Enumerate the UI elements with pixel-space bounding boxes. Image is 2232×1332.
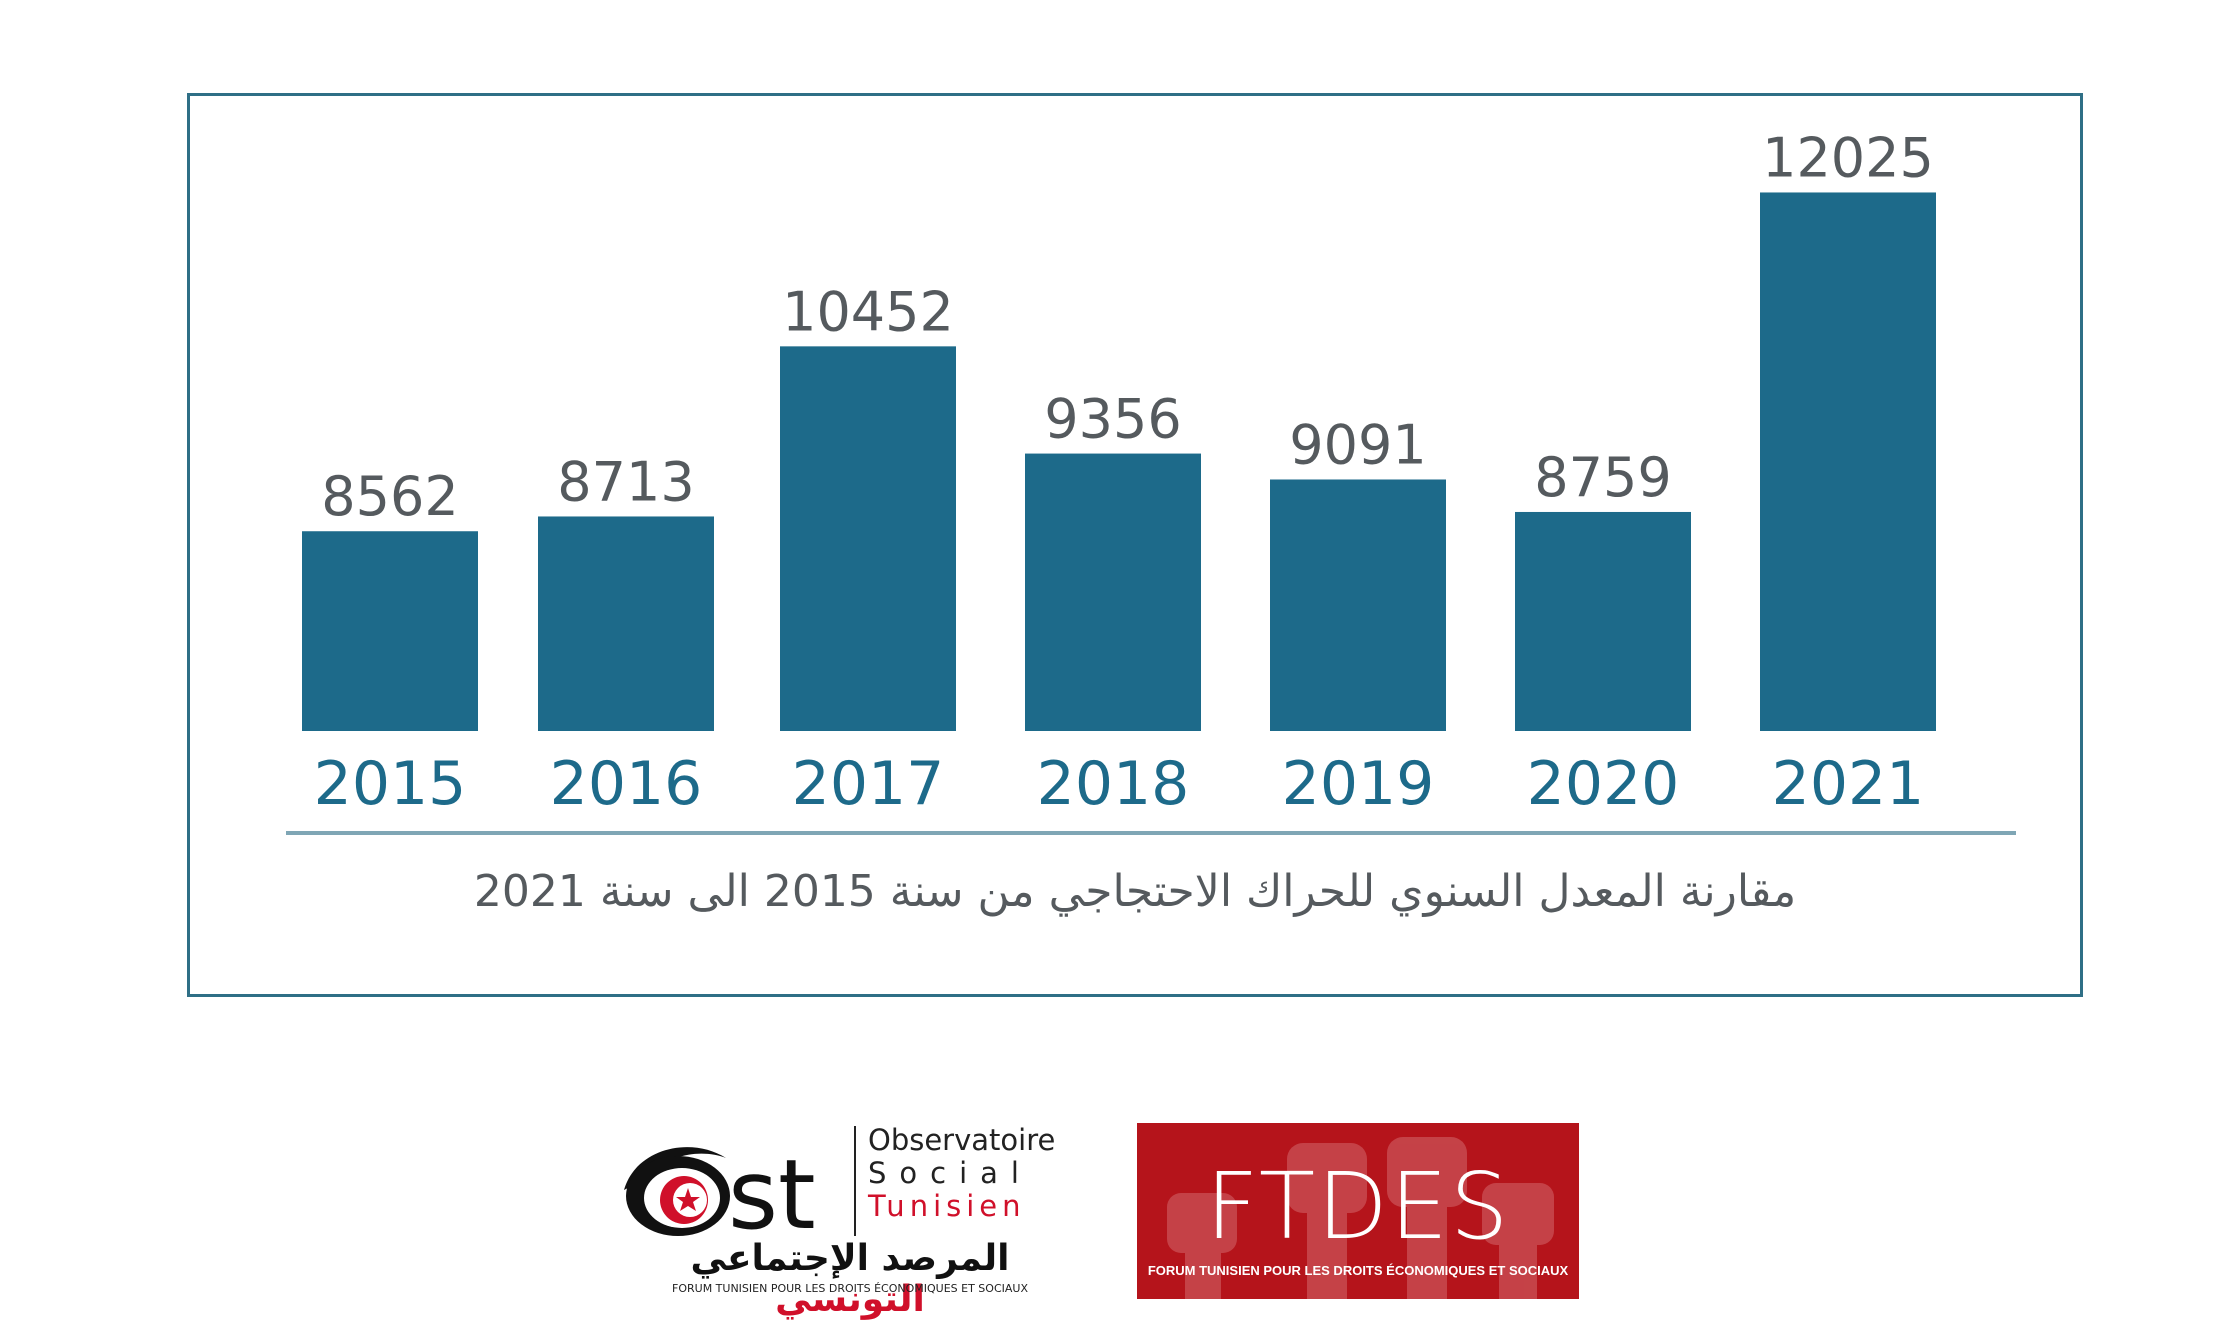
svg-text:st: st [728,1139,816,1238]
value-label-2017: 10452 [782,280,954,343]
ost-logo: st Observatoire Social Tunisien المرصد ا… [616,1120,1086,1320]
ftdes-subtitle: FORUM TUNISIEN POUR LES DROITS ÉCONOMIQU… [1147,1263,1569,1278]
bar-2020 [1515,511,1691,731]
bar-2018 [1025,453,1201,731]
bar-2019 [1270,479,1446,731]
value-label-2021: 12025 [1762,126,1934,189]
ftdes-name: FTDES [1205,1153,1511,1260]
bar-2021 [1760,192,1936,731]
ost-ar-black: المرصد الإجتماعي [690,1238,1010,1279]
ost-ar-red: التونسي [775,1279,925,1320]
x-tick-label-2015: 2015 [314,749,467,819]
value-label-2018: 9356 [1044,388,1181,451]
value-label-2019: 9091 [1289,413,1426,476]
ost-fr-line1: Observatoire [868,1123,1056,1157]
bar-2016 [538,516,714,731]
ost-arabic-name: المرصد الإجتماعي التونسي [620,1238,1080,1320]
ost-eye-logo-icon: st [624,1139,816,1238]
value-label-2015: 8562 [321,465,458,528]
ost-subtitle: FORUM TUNISIEN POUR LES DROITS ÉCONOMIQU… [672,1282,1028,1295]
ost-fr-line2: Social [868,1156,1032,1190]
x-tick-label-2021: 2021 [1772,749,1925,819]
chart-caption: مقارنة المعدل السنوي للحراك الاحتجاجي من… [473,866,1797,917]
ftdes-logo: FTDES FORUM TUNISIEN POUR LES DROITS ÉCO… [1137,1123,1579,1299]
ost-divider [854,1126,856,1236]
bar-2015 [302,531,478,731]
chart-frame: 8562 2015 8713 2016 10452 2017 9356 2018 9091 201… [187,93,2083,997]
value-label-2016: 8713 [557,450,694,513]
bars-layer [302,192,1936,731]
bar-2017 [780,346,956,731]
x-tick-label-2017: 2017 [792,749,945,819]
raised-fists-icon [1167,1137,1554,1299]
bar-chart: 8562 2015 8713 2016 10452 2017 9356 2018 9091 201… [286,126,2016,835]
labels-layer: 8562 2015 8713 2016 10452 2017 9356 2018 9091 201… [314,126,1934,819]
x-tick-label-2019: 2019 [1282,749,1435,819]
ost-french-name: Observatoire Social Tunisien [868,1126,1055,1221]
ost-fr-line3: Tunisien [868,1189,1026,1223]
x-tick-label-2016: 2016 [550,749,703,819]
x-tick-label-2018: 2018 [1037,749,1190,819]
value-label-2020: 8759 [1534,446,1671,509]
x-tick-label-2020: 2020 [1527,749,1680,819]
